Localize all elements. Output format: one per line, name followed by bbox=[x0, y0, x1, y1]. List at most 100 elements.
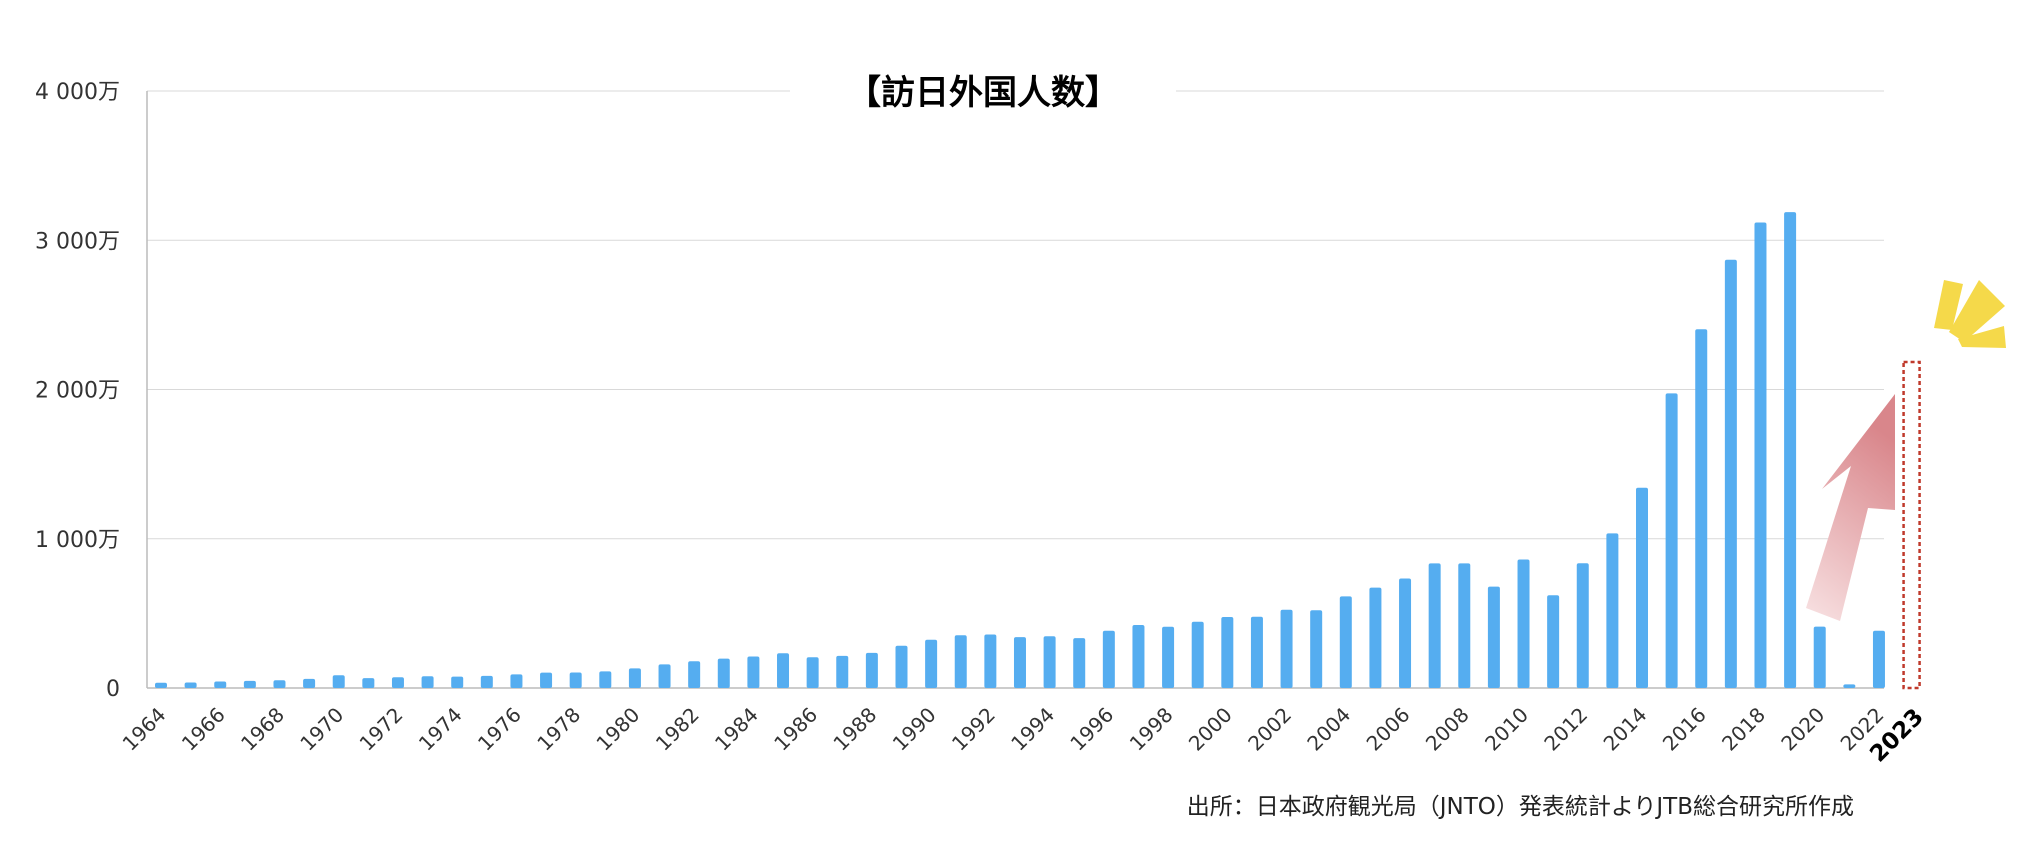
x-tick-label: 1986 bbox=[769, 703, 822, 756]
x-tick-label: 2012 bbox=[1539, 703, 1592, 756]
bar-2021 bbox=[1843, 684, 1856, 688]
bar-1964 bbox=[155, 682, 167, 688]
bar-1973 bbox=[421, 676, 434, 688]
bar-1996 bbox=[1102, 630, 1115, 688]
bar-1967 bbox=[243, 680, 256, 688]
bar-2007 bbox=[1428, 563, 1441, 688]
bars bbox=[155, 212, 1885, 688]
x-tick-labels: 1964 1966 1968 1970 1972 1974 1976 1978 1980 1982… bbox=[118, 703, 1929, 768]
bar-2013 bbox=[1606, 533, 1619, 688]
bar-1993 bbox=[1013, 637, 1026, 688]
bar-2002 bbox=[1280, 609, 1293, 688]
x-tick-label: 1982 bbox=[651, 703, 704, 756]
bar-2015 bbox=[1665, 393, 1678, 688]
placeholder-bar-2023 bbox=[1902, 360, 1921, 690]
bar-1977 bbox=[540, 672, 553, 688]
x-tick-label: 1992 bbox=[947, 703, 1000, 756]
bar-1969 bbox=[303, 678, 316, 688]
bar-2020 bbox=[1813, 626, 1826, 688]
bar-2014 bbox=[1636, 487, 1648, 688]
x-tick-label: 1968 bbox=[236, 703, 289, 756]
x-tick-label: 2008 bbox=[1421, 703, 1474, 756]
title-background bbox=[790, 72, 1176, 116]
bar-1995 bbox=[1073, 638, 1086, 688]
bar-1972 bbox=[391, 677, 404, 688]
bar-1978 bbox=[569, 672, 582, 688]
x-tick-label: 1972 bbox=[355, 703, 408, 756]
bar-1981 bbox=[658, 664, 671, 688]
bar-1966 bbox=[214, 681, 227, 688]
bar-1983 bbox=[717, 658, 730, 688]
bar-1980 bbox=[628, 668, 641, 688]
bar-2017 bbox=[1724, 259, 1737, 688]
x-tick-label: 2000 bbox=[1184, 703, 1237, 756]
bar-2009 bbox=[1487, 586, 1500, 688]
x-tick-label: 2006 bbox=[1362, 703, 1415, 756]
x-tick-label: 1976 bbox=[473, 703, 526, 756]
x-tick-label: 2018 bbox=[1717, 703, 1770, 756]
x-tick-label: 1966 bbox=[177, 703, 230, 756]
sparkle-decoration bbox=[1934, 280, 2006, 348]
bar-1976 bbox=[510, 674, 523, 688]
y-tick-label: 0 bbox=[106, 677, 120, 702]
bar-1970 bbox=[332, 675, 345, 688]
sparkle-ray bbox=[1958, 326, 2006, 348]
bar-2010 bbox=[1517, 559, 1530, 688]
bar-1986 bbox=[806, 657, 819, 688]
bar-2006 bbox=[1399, 578, 1412, 688]
bar-2012 bbox=[1576, 563, 1589, 688]
x-tick-label: 2010 bbox=[1480, 703, 1533, 756]
bar-1989 bbox=[895, 645, 908, 688]
source-note: 出所：日本政府観光局（JNTO）発表統計よりJTB総合研究所作成 bbox=[1187, 794, 1854, 820]
x-tick-label: 2016 bbox=[1658, 703, 1711, 756]
y-tick-labels: 0 1 000万 2 000万 3 000万 4 000万 bbox=[35, 80, 120, 702]
x-tick-label: 1970 bbox=[295, 703, 348, 756]
bar-2008 bbox=[1458, 563, 1471, 688]
bar-1975 bbox=[480, 675, 493, 688]
bar-1998 bbox=[1162, 626, 1175, 688]
y-tick-label: 4 000万 bbox=[35, 80, 120, 105]
x-tick-label: 2002 bbox=[1243, 703, 1296, 756]
x-tick-label: 1980 bbox=[591, 703, 644, 756]
bar-2018 bbox=[1754, 222, 1767, 688]
y-tick-label: 2 000万 bbox=[35, 379, 120, 404]
bar-1988 bbox=[865, 652, 878, 688]
bar-2019 bbox=[1784, 212, 1797, 688]
bar-1982 bbox=[688, 661, 701, 688]
bar-1999 bbox=[1191, 621, 1204, 688]
bar-2000 bbox=[1221, 617, 1234, 688]
bar-1985 bbox=[777, 653, 790, 688]
bar-1990 bbox=[925, 639, 938, 688]
bar-1971 bbox=[362, 678, 375, 688]
x-tick-label: 1996 bbox=[1065, 703, 1118, 756]
x-tick-label: 1998 bbox=[1125, 703, 1178, 756]
x-tick-label: 2020 bbox=[1776, 703, 1829, 756]
bar-2022 bbox=[1872, 630, 1885, 688]
bar-1991 bbox=[954, 635, 967, 688]
bar-1979 bbox=[599, 671, 612, 688]
x-tick-label: 1978 bbox=[532, 703, 585, 756]
gridlines bbox=[147, 90, 1884, 689]
bar-2004 bbox=[1339, 596, 1352, 688]
y-tick-label: 1 000万 bbox=[35, 528, 120, 553]
bar-1965 bbox=[184, 682, 197, 688]
bar-1968 bbox=[273, 680, 286, 688]
bar-2011 bbox=[1547, 595, 1560, 688]
bar-2005 bbox=[1369, 587, 1382, 688]
x-tick-label: 2014 bbox=[1599, 703, 1652, 756]
upward-arrow bbox=[1806, 394, 1895, 621]
x-tick-label: 1994 bbox=[1006, 703, 1059, 756]
bar-1987 bbox=[836, 655, 849, 688]
x-tick-label: 2004 bbox=[1302, 703, 1355, 756]
bar-2016 bbox=[1695, 329, 1708, 688]
bar-1994 bbox=[1043, 636, 1056, 688]
chart-title: 【訪日外国人数】 bbox=[847, 73, 1119, 113]
x-tick-label: 1974 bbox=[414, 703, 467, 756]
sparkle-ray bbox=[1934, 280, 1963, 330]
bar-2001 bbox=[1250, 616, 1263, 688]
x-tick-label: 1988 bbox=[828, 703, 881, 756]
x-tick-label: 1984 bbox=[710, 703, 763, 756]
y-tick-label: 3 000万 bbox=[35, 229, 120, 254]
sparkle-ray bbox=[1949, 280, 2005, 342]
